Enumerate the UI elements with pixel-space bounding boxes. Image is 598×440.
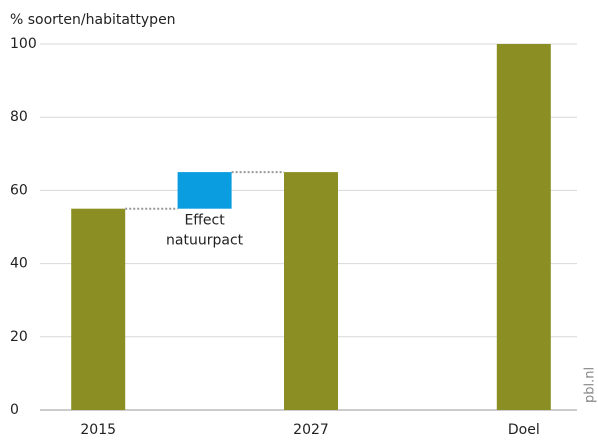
y-tick-label: 0 bbox=[10, 402, 19, 418]
source: pbl.nl bbox=[583, 367, 598, 403]
y-tick-label: 80 bbox=[10, 109, 28, 125]
y-tick-label: 100 bbox=[10, 36, 37, 52]
y-tick-label: 60 bbox=[10, 182, 28, 198]
x-tick-label: 2015 bbox=[80, 422, 116, 438]
bar bbox=[284, 172, 338, 410]
annotation: Effect bbox=[184, 213, 225, 229]
annotation: natuurpact bbox=[166, 233, 244, 249]
y-tick-label: 40 bbox=[10, 256, 28, 272]
y-axis-label: % soorten/habitattypen bbox=[10, 12, 176, 28]
y-tick-label: 20 bbox=[10, 329, 28, 345]
x-tick-label: Doel bbox=[508, 422, 540, 438]
x-tick-label: 2027 bbox=[293, 422, 329, 438]
bar bbox=[71, 208, 126, 410]
bar bbox=[177, 172, 232, 209]
bar bbox=[496, 44, 551, 410]
